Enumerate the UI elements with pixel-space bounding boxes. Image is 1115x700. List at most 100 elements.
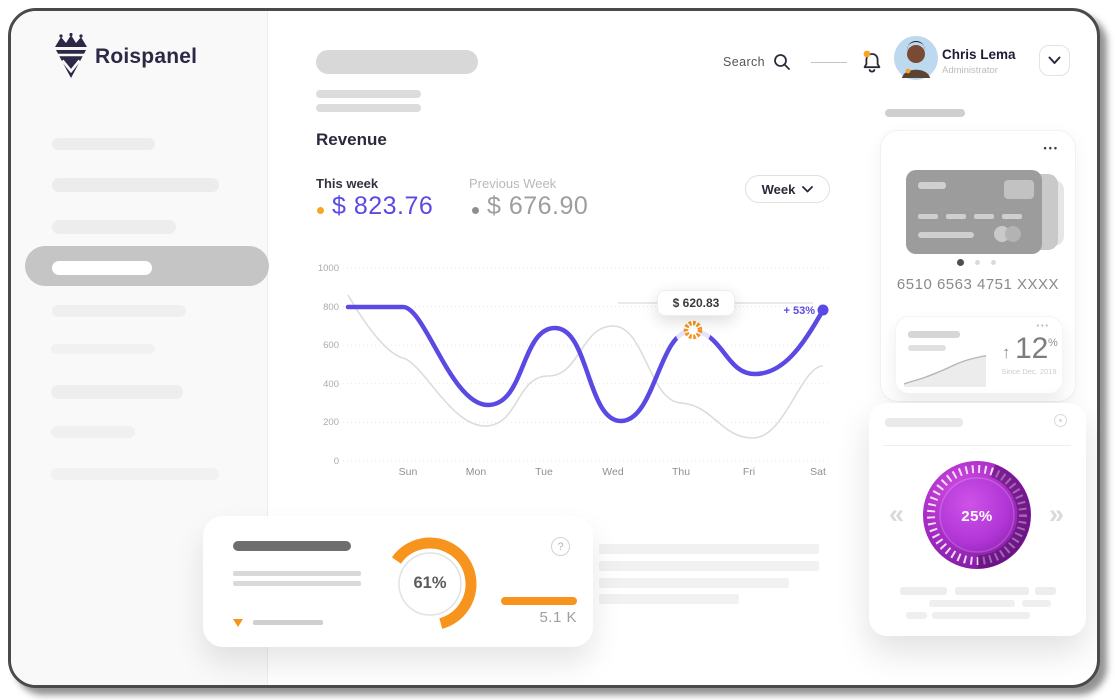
y-tick: 800 — [323, 302, 339, 313]
chevron-down-icon — [1048, 56, 1061, 64]
more-icon[interactable]: ••• — [1043, 143, 1059, 153]
subtitle-placeholder — [316, 90, 421, 98]
text-line-placeholder — [599, 594, 739, 604]
previous-week-label: Previous Week — [469, 176, 557, 191]
user-menu-button[interactable] — [1039, 45, 1070, 76]
help-icon[interactable]: ? — [551, 537, 570, 556]
kpi-text-placeholder — [233, 571, 361, 576]
gauge-card: « » 25% — [869, 403, 1086, 636]
period-select[interactable]: Week — [745, 175, 830, 203]
bell-icon[interactable] — [859, 49, 885, 77]
card-number: 6510 6563 4751 XXXX — [896, 276, 1060, 293]
x-tick: Wed — [602, 466, 624, 478]
sidebar-item[interactable] — [51, 344, 155, 354]
growth-stat-card: ••• ↑ 12 % Since Dec. 2019 — [895, 316, 1063, 394]
card-detail — [918, 214, 938, 219]
sidebar: Roispanel — [11, 11, 269, 685]
header-divider — [811, 62, 847, 63]
user-name: Chris Lema — [942, 47, 1016, 62]
wallet-card: ••• 6510 6563 4751 XXXX ••• ↑ — [880, 130, 1076, 402]
chevron-down-icon — [802, 185, 814, 192]
sidebar-item[interactable] — [52, 178, 219, 192]
page-title-placeholder — [316, 50, 478, 74]
kpi-text-placeholder — [233, 581, 361, 586]
this-week-line — [345, 304, 826, 424]
dropdown-triangle-icon[interactable] — [233, 619, 243, 627]
x-tick: Tue — [535, 466, 553, 478]
sidebar-item[interactable] — [52, 305, 186, 317]
search-input[interactable]: Search — [723, 55, 766, 69]
this-week-value: $ 823.76 — [332, 192, 434, 220]
sidebar-item[interactable] — [51, 426, 135, 438]
gauge-text-placeholder — [955, 587, 1029, 595]
donut-chart — [383, 537, 477, 631]
x-tick: Thu — [671, 466, 691, 478]
card-detail — [918, 182, 946, 189]
up-arrow-icon: ↑ — [1002, 343, 1011, 362]
carousel-dot[interactable] — [975, 260, 980, 265]
y-tick: 0 — [333, 456, 339, 467]
previous-week-value: $ 676.90 — [487, 192, 589, 220]
this-week-dot — [317, 207, 324, 214]
notification-dot — [863, 50, 871, 58]
line-end-dot — [817, 304, 829, 316]
chart-tooltip: $ 620.83 — [657, 290, 735, 316]
donut-value: 61% — [413, 574, 447, 592]
prev-arrow-icon[interactable]: « — [889, 499, 905, 529]
card-logo-circle — [1005, 226, 1021, 242]
section-title-placeholder — [885, 109, 965, 117]
previous-week-line — [347, 294, 824, 439]
gauge-text-placeholder — [1035, 587, 1056, 595]
card-chip — [1004, 180, 1034, 199]
y-tick: 600 — [323, 340, 339, 351]
text-line-placeholder — [599, 561, 819, 571]
x-tick: Fri — [742, 466, 756, 478]
search-icon[interactable] — [773, 53, 791, 71]
y-tick: 200 — [323, 417, 339, 428]
sidebar-item[interactable] — [51, 385, 183, 399]
change-label: + 53% — [783, 305, 816, 317]
gauge-text-placeholder — [929, 600, 1015, 607]
kpi-title-placeholder — [233, 541, 351, 551]
kpi-text-placeholder — [253, 620, 323, 625]
more-icon[interactable]: ••• — [1036, 323, 1050, 330]
sidebar-item-active[interactable] — [25, 246, 269, 286]
divider — [883, 445, 1071, 446]
text-line-placeholder — [599, 578, 789, 588]
brand-logo-icon — [55, 33, 87, 78]
carousel-dot-active[interactable] — [957, 259, 964, 266]
gauge-dial[interactable] — [922, 460, 1032, 570]
revenue-chart[interactable] — [333, 261, 833, 486]
stat-label-placeholder — [908, 345, 946, 351]
subtitle-placeholder — [316, 104, 421, 112]
gauge-text-placeholder — [1022, 600, 1051, 607]
kpi-card: 61% ? 5.1 K — [203, 516, 593, 647]
period-select-value: Week — [761, 181, 796, 197]
sidebar-item[interactable] — [52, 138, 155, 150]
kpi-progress-bar — [501, 597, 577, 605]
brand-name: Roispanel — [95, 45, 198, 68]
kpi-amount: 5.1 K — [539, 609, 577, 626]
next-arrow-icon[interactable]: » — [1049, 499, 1065, 529]
gauge-title-placeholder — [885, 418, 963, 427]
text-line-placeholder — [599, 544, 819, 554]
growth-area-chart — [904, 355, 986, 387]
gauge-value: 25% — [961, 508, 993, 525]
card-detail — [946, 214, 966, 219]
previous-week-dot — [472, 207, 479, 214]
x-tick: Sat — [810, 466, 826, 478]
growth-caption: Since Dec. 2019 — [1001, 367, 1057, 376]
stat-label-placeholder — [908, 331, 960, 338]
gauge-text-placeholder — [906, 612, 927, 619]
x-tick: Sun — [398, 466, 418, 478]
sidebar-active-label-placeholder — [52, 261, 152, 275]
sidebar-item[interactable] — [51, 468, 219, 480]
y-tick: 1000 — [317, 263, 339, 274]
carousel-dot[interactable] — [991, 260, 996, 265]
target-icon[interactable] — [1054, 414, 1067, 427]
gauge-text-placeholder — [900, 587, 947, 595]
sidebar-item[interactable] — [52, 220, 176, 234]
avatar[interactable] — [894, 36, 938, 80]
card-detail — [918, 232, 974, 238]
app-window: Roispanel Search Chris Lema Administrato… — [8, 8, 1100, 688]
